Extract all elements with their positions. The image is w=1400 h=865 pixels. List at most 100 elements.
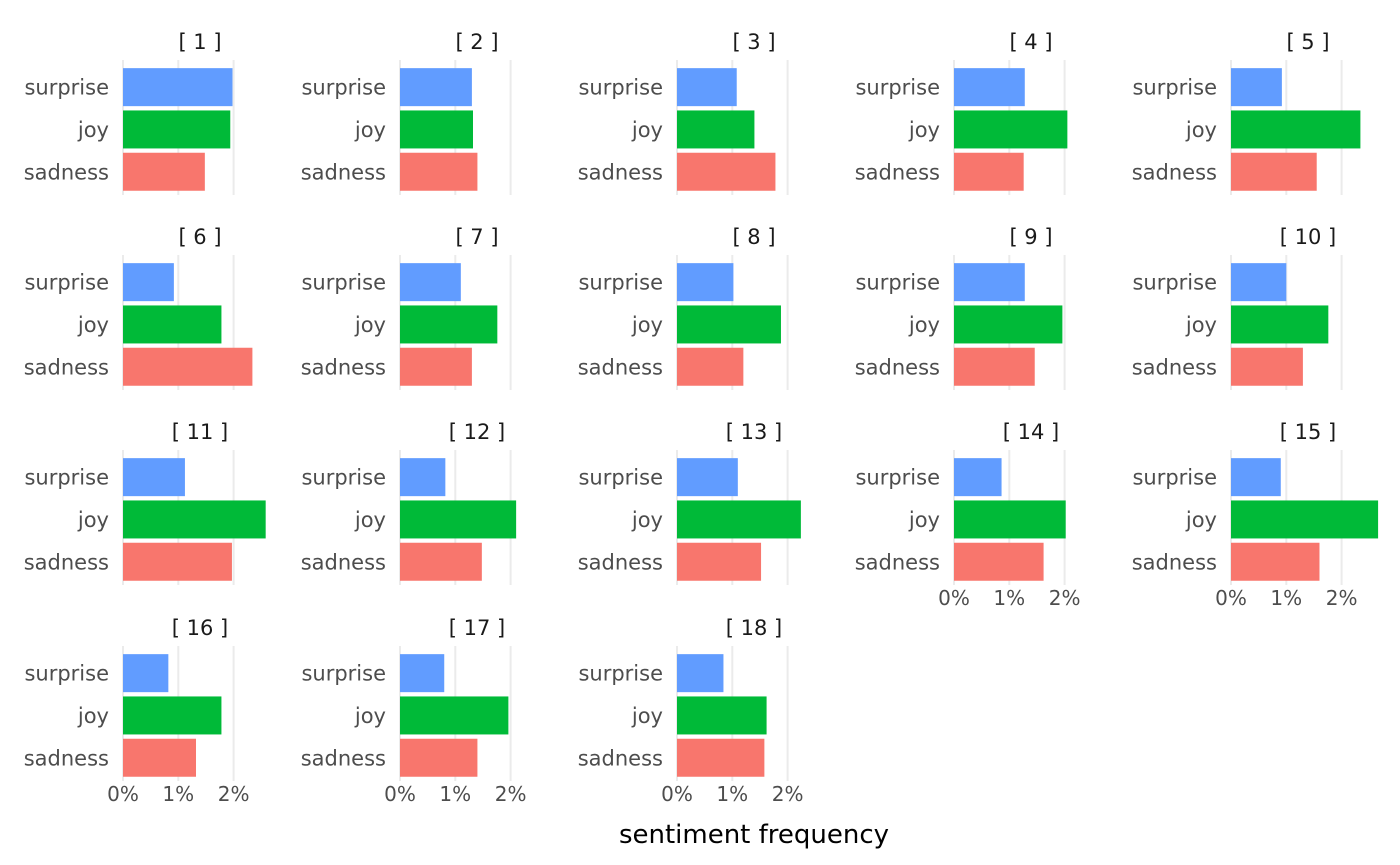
category-label-joy: joy [631,118,663,142]
bar-joy [677,305,781,344]
bar-sadness [123,542,232,581]
panel-title: [ 3 ] [732,30,775,54]
category-label-joy: joy [1185,118,1217,142]
x-axis-title: sentiment frequency [619,820,889,850]
category-label-sadness: sadness [578,550,663,574]
bar-surprise [677,68,737,107]
category-label-sadness: sadness [1132,550,1217,574]
panel-4: [ 4 ] surprise joy sadness [855,30,1068,195]
category-label-sadness: sadness [24,746,109,770]
bar-joy [954,305,1063,344]
category-label-surprise: surprise [855,466,940,490]
bar-surprise [1231,458,1281,497]
bar-sadness [123,347,253,386]
bar-joy [400,696,509,735]
category-label-joy: joy [1185,508,1217,532]
panel-10: [ 10 ] surprise joy sadness [1132,225,1343,390]
bar-surprise [123,263,174,302]
category-label-surprise: surprise [578,271,663,295]
panel-9: [ 9 ] surprise joy sadness [855,225,1066,390]
panel-title: [ 13 ] [726,420,782,444]
bar-surprise [400,458,446,497]
category-label-joy: joy [354,313,386,337]
chart-panels: [ 1 ] surprise joy sadness [ 2 ] surprise joy s… [24,30,1379,806]
bar-sadness [954,152,1024,191]
category-label-sadness: sadness [24,160,109,184]
panel-15: [ 15 ] surprise joy sadness 0% 1% 2% [1132,420,1379,610]
panel-title: [ 16 ] [172,616,228,640]
bar-sadness [1231,152,1317,191]
panel-18: [ 18 ] surprise joy sadness 0% 1% 2% [578,616,804,806]
panel-title: [ 4 ] [1009,30,1052,54]
panel-title: [ 11 ] [172,420,228,444]
category-label-joy: joy [77,508,109,532]
category-label-joy: joy [908,313,940,337]
category-label-surprise: surprise [855,271,940,295]
category-label-surprise: surprise [578,76,663,100]
bar-surprise [123,654,169,693]
x-tick-label: 0% [107,782,139,806]
panel-title: [ 18 ] [726,616,782,640]
category-label-sadness: sadness [578,355,663,379]
panel-title: [ 10 ] [1280,225,1336,249]
category-label-sadness: sadness [855,355,940,379]
category-label-surprise: surprise [301,466,386,490]
category-label-surprise: surprise [1132,76,1217,100]
x-tick-label: 0% [938,586,970,610]
category-label-sadness: sadness [24,355,109,379]
panel-title: [ 6 ] [178,225,221,249]
category-label-surprise: surprise [24,662,109,686]
category-label-joy: joy [631,313,663,337]
bar-joy [400,500,517,539]
bar-surprise [400,654,445,693]
panel-13: [ 13 ] surprise joy sadness [578,420,801,585]
bar-surprise [677,263,734,302]
bar-surprise [954,68,1025,107]
category-label-sadness: sadness [855,160,940,184]
bar-surprise [1231,263,1287,302]
category-label-sadness: sadness [578,746,663,770]
bar-joy [123,696,222,735]
x-tick-label: 0% [384,782,416,806]
x-tick-label: 1% [162,782,194,806]
bar-joy [954,110,1068,149]
x-tick-label: 2% [1049,586,1081,610]
panel-1: [ 1 ] surprise joy sadness [24,30,235,195]
bar-joy [400,305,498,344]
panel-2: [ 2 ] surprise joy sadness [301,30,512,195]
bar-sadness [954,347,1035,386]
panel-14: [ 14 ] surprise joy sadness 0% 1% 2% [855,420,1081,610]
category-label-surprise: surprise [24,271,109,295]
category-label-sadness: sadness [24,550,109,574]
bar-sadness [400,542,482,581]
panel-16: [ 16 ] surprise joy sadness 0% 1% 2% [24,616,250,806]
x-tick-label: 2% [772,782,804,806]
bar-sadness [1231,347,1303,386]
bar-sadness [677,542,762,581]
bar-joy [400,110,473,149]
bar-surprise [123,68,233,107]
bar-surprise [123,458,185,497]
panel-title: [ 14 ] [1003,420,1059,444]
bar-joy [954,500,1066,539]
bar-sadness [400,347,472,386]
category-label-sadness: sadness [1132,160,1217,184]
panel-title: [ 15 ] [1280,420,1336,444]
category-label-surprise: surprise [301,271,386,295]
bar-sadness [123,738,196,777]
bar-surprise [954,263,1025,302]
category-label-surprise: surprise [1132,466,1217,490]
bar-joy [677,110,755,149]
category-label-surprise: surprise [24,76,109,100]
category-label-joy: joy [631,508,663,532]
bar-surprise [677,654,724,693]
category-label-sadness: sadness [578,160,663,184]
bar-joy [677,696,767,735]
category-label-joy: joy [77,704,109,728]
bar-sadness [400,738,478,777]
panel-3: [ 3 ] surprise joy sadness [578,30,789,195]
bar-sadness [954,542,1044,581]
category-label-sadness: sadness [855,550,940,574]
category-label-sadness: sadness [301,746,386,770]
